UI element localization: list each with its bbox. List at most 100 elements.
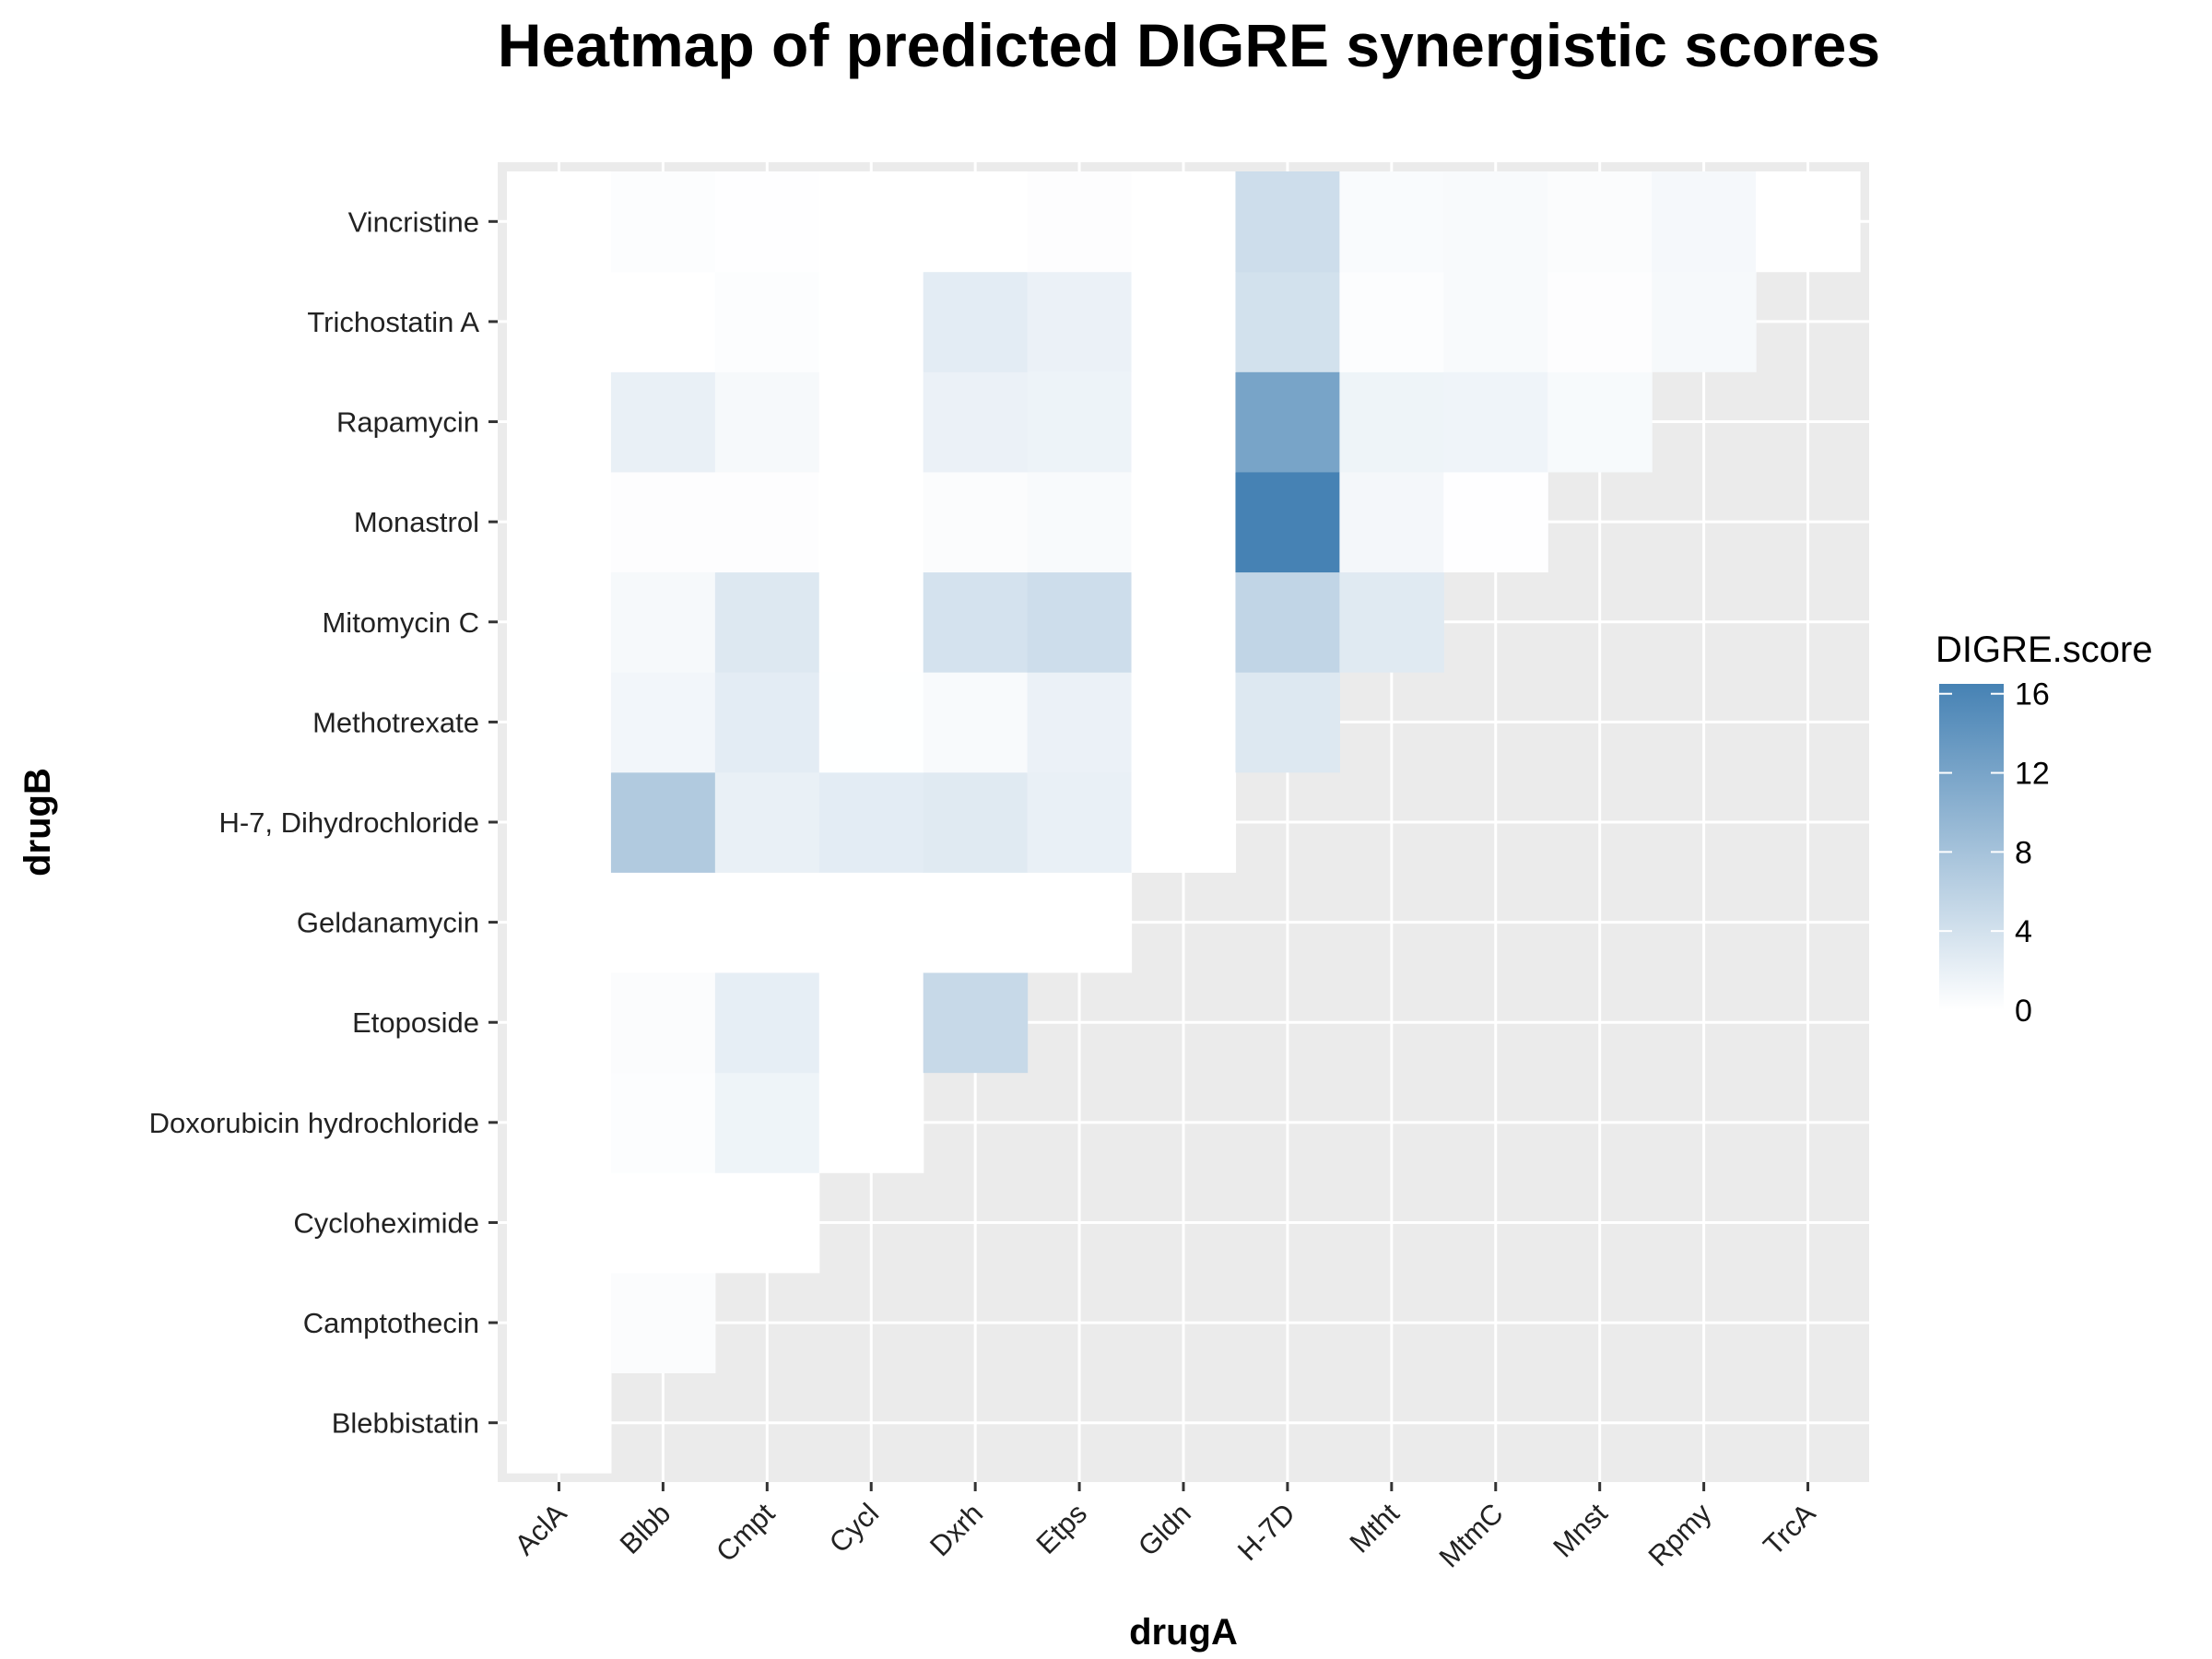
- heatmap-cell: [1547, 171, 1653, 273]
- heatmap-cell: [818, 471, 924, 573]
- heatmap-cell: [1339, 171, 1444, 273]
- heatmap-cell: [818, 971, 924, 1074]
- heatmap-cell: [714, 271, 820, 372]
- heatmap-cell: [507, 1072, 612, 1173]
- heatmap-cell: [610, 1272, 716, 1373]
- heatmap-cell: [1235, 371, 1340, 473]
- heatmap-cell: [818, 271, 924, 372]
- heatmap-cell: [507, 271, 612, 372]
- x-tick-label: Dxrh: [924, 1497, 989, 1562]
- heatmap-cell: [714, 371, 820, 473]
- y-tick-label: Geldanamycin: [297, 907, 479, 939]
- heatmap-cell: [507, 1372, 612, 1474]
- heatmap-cell: [1652, 171, 1757, 273]
- heatmap-cell: [923, 872, 1029, 973]
- heatmap-cell: [610, 771, 716, 873]
- chart-title: Heatmap of predicted DIGRE synergistic s…: [498, 11, 1880, 79]
- x-tick-label: Etps: [1030, 1497, 1093, 1560]
- heatmap-cell: [818, 371, 924, 473]
- x-tick-label: H-7D: [1231, 1497, 1301, 1567]
- x-tick-label: Mnst: [1547, 1497, 1614, 1564]
- heatmap-cell: [1235, 571, 1340, 673]
- heatmap-cell: [818, 872, 924, 973]
- heatmap-cell: [923, 371, 1029, 473]
- heatmap-cell: [1443, 271, 1548, 372]
- heatmap-cell: [1027, 271, 1133, 372]
- x-tick-label: Rpmy: [1642, 1497, 1718, 1572]
- y-tick-label: Vincristine: [348, 206, 479, 238]
- y-tick-label: Etoposide: [352, 1006, 479, 1039]
- heatmap-cell: [1131, 571, 1237, 673]
- heatmap-cell: [1235, 471, 1340, 573]
- heatmap-cell: [507, 1272, 612, 1373]
- heatmap-cell: [1027, 771, 1133, 873]
- heatmap-cell: [818, 1072, 924, 1173]
- heatmap-cell: [1443, 471, 1548, 573]
- heatmap-cell: [1235, 171, 1340, 273]
- heatmap-cell: [610, 271, 716, 372]
- heatmap-cell: [1131, 771, 1237, 873]
- heatmap-cell: [714, 672, 820, 773]
- heatmap-cell: [1027, 371, 1133, 473]
- heatmap-cell: [714, 571, 820, 673]
- legend-tick-label: 4: [2015, 914, 2032, 949]
- heatmap-cell: [714, 1072, 820, 1173]
- heatmap-cell: [818, 171, 924, 273]
- heatmap-cell: [1027, 872, 1133, 973]
- heatmap-cell: [1339, 471, 1444, 573]
- heatmap-cell: [507, 872, 612, 973]
- heatmap-cell: [1131, 471, 1237, 573]
- heatmap-cell: [610, 672, 716, 773]
- heatmap-cell: [923, 971, 1029, 1074]
- color-legend: DIGRE.score 0 4 8 12 16: [1936, 629, 2153, 1029]
- heatmap-cell: [610, 571, 716, 673]
- heatmap-cell: [1027, 672, 1133, 773]
- heatmap-cell: [923, 171, 1029, 273]
- x-tick-label: MtmC: [1433, 1497, 1510, 1573]
- x-tick-label: Gldn: [1132, 1497, 1197, 1562]
- heatmap-cell: [1339, 571, 1444, 673]
- heatmap-cell: [1235, 672, 1340, 773]
- x-axis-label: drugA: [1129, 1612, 1238, 1653]
- heatmap-cell: [1339, 371, 1444, 473]
- y-tick-label: Camptothecin: [303, 1307, 479, 1339]
- heatmap-cell: [923, 271, 1029, 372]
- x-tick-label: Blbb: [614, 1497, 677, 1560]
- heatmap-cell: [507, 571, 612, 673]
- heatmap-cells: [507, 171, 1861, 1474]
- legend-tick-label: 8: [2015, 835, 2032, 870]
- heatmap-cell: [818, 771, 924, 873]
- heatmap-cell: [507, 171, 612, 273]
- heatmap-cell: [507, 1172, 612, 1274]
- heatmap-cell: [714, 171, 820, 273]
- heatmap-cell: [1131, 672, 1237, 773]
- legend-tick-label: 12: [2015, 757, 2050, 792]
- heatmap-cell: [507, 771, 612, 873]
- heatmap-cell: [818, 571, 924, 673]
- y-axis-ticks: Blebbistatin Camptothecin Cycloheximide Dox…: [149, 206, 498, 1440]
- heatmap-cell: [507, 672, 612, 773]
- heatmap-cell: [714, 771, 820, 873]
- heatmap-cell: [1652, 271, 1757, 372]
- heatmap-cell: [610, 872, 716, 973]
- heatmap-cell: [507, 471, 612, 573]
- heatmap-cell: [714, 1172, 820, 1274]
- heatmap-cell: [714, 872, 820, 973]
- x-tick-label: Cycl: [823, 1497, 885, 1559]
- heatmap-cell: [1547, 371, 1653, 473]
- heatmap-cell: [923, 771, 1029, 873]
- heatmap-cell: [1131, 371, 1237, 473]
- legend-title: DIGRE.score: [1936, 629, 2153, 670]
- heatmap-cell: [923, 672, 1029, 773]
- x-tick-label: AclA: [509, 1497, 573, 1561]
- heatmap-cell: [610, 1072, 716, 1173]
- y-tick-label: Doxorubicin hydrochloride: [149, 1107, 479, 1139]
- heatmap-cell: [714, 971, 820, 1074]
- y-axis-label: drugB: [18, 768, 58, 877]
- legend-tick-label: 0: [2015, 994, 2032, 1029]
- heatmap-cell: [1027, 471, 1133, 573]
- y-tick-label: Blebbistatin: [332, 1407, 479, 1440]
- heatmap-cell: [507, 371, 612, 473]
- heatmap-cell: [1756, 171, 1861, 273]
- heatmap-cell: [1131, 171, 1237, 273]
